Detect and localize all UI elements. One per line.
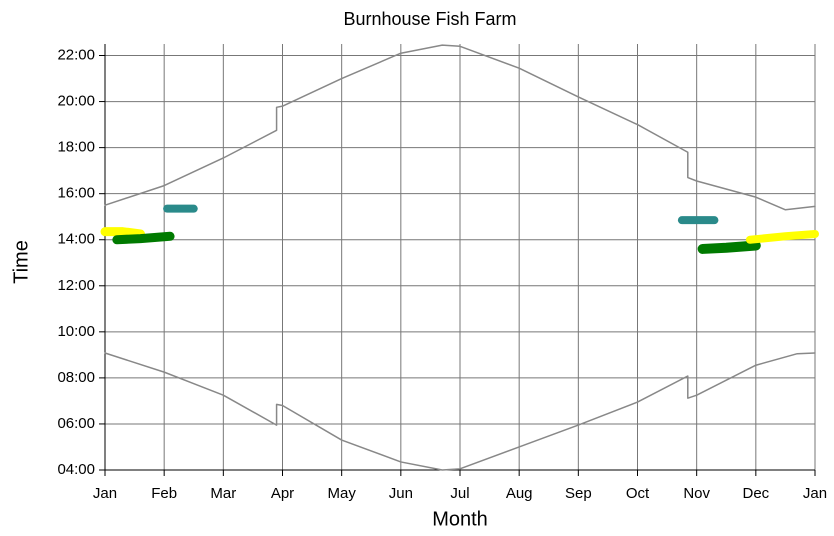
series-line: [112, 231, 175, 245]
y-tick-label: 22:00: [57, 46, 95, 63]
series-line: [100, 227, 145, 239]
y-tick-label: 10:00: [57, 323, 95, 340]
x-tick-label: Sep: [565, 485, 592, 502]
series-line: [697, 240, 761, 254]
y-tick-label: 12:00: [57, 277, 95, 294]
series-line: [745, 229, 819, 244]
x-tick-label: Jul: [450, 485, 469, 502]
y-tick-label: 16:00: [57, 185, 95, 202]
x-tick-label: Feb: [151, 485, 177, 502]
x-tick-label: Jan: [803, 485, 827, 502]
x-tick-label: Oct: [626, 485, 650, 502]
series-line: [104, 352, 816, 471]
x-tick-label: May: [327, 485, 356, 502]
y-axis-label: Time: [10, 240, 32, 284]
y-tick-label: 08:00: [57, 369, 95, 386]
x-tick-label: Aug: [506, 485, 533, 502]
chart-title: Burnhouse Fish Farm: [343, 9, 516, 29]
x-tick-label: Apr: [271, 485, 294, 502]
x-tick-label: Nov: [683, 485, 710, 502]
y-tick-label: 18:00: [57, 139, 95, 156]
x-tick-label: Jun: [389, 485, 413, 502]
y-tick-label: 20:00: [57, 93, 95, 110]
y-tick-label: 06:00: [57, 415, 95, 432]
x-tick-label: Jan: [93, 485, 117, 502]
x-tick-label: Mar: [210, 485, 236, 502]
x-axis-label: Month: [432, 508, 488, 530]
y-tick-label: 04:00: [57, 461, 95, 478]
series-line: [104, 44, 816, 211]
x-tick-label: Dec: [742, 485, 769, 502]
y-tick-label: 14:00: [57, 231, 95, 248]
